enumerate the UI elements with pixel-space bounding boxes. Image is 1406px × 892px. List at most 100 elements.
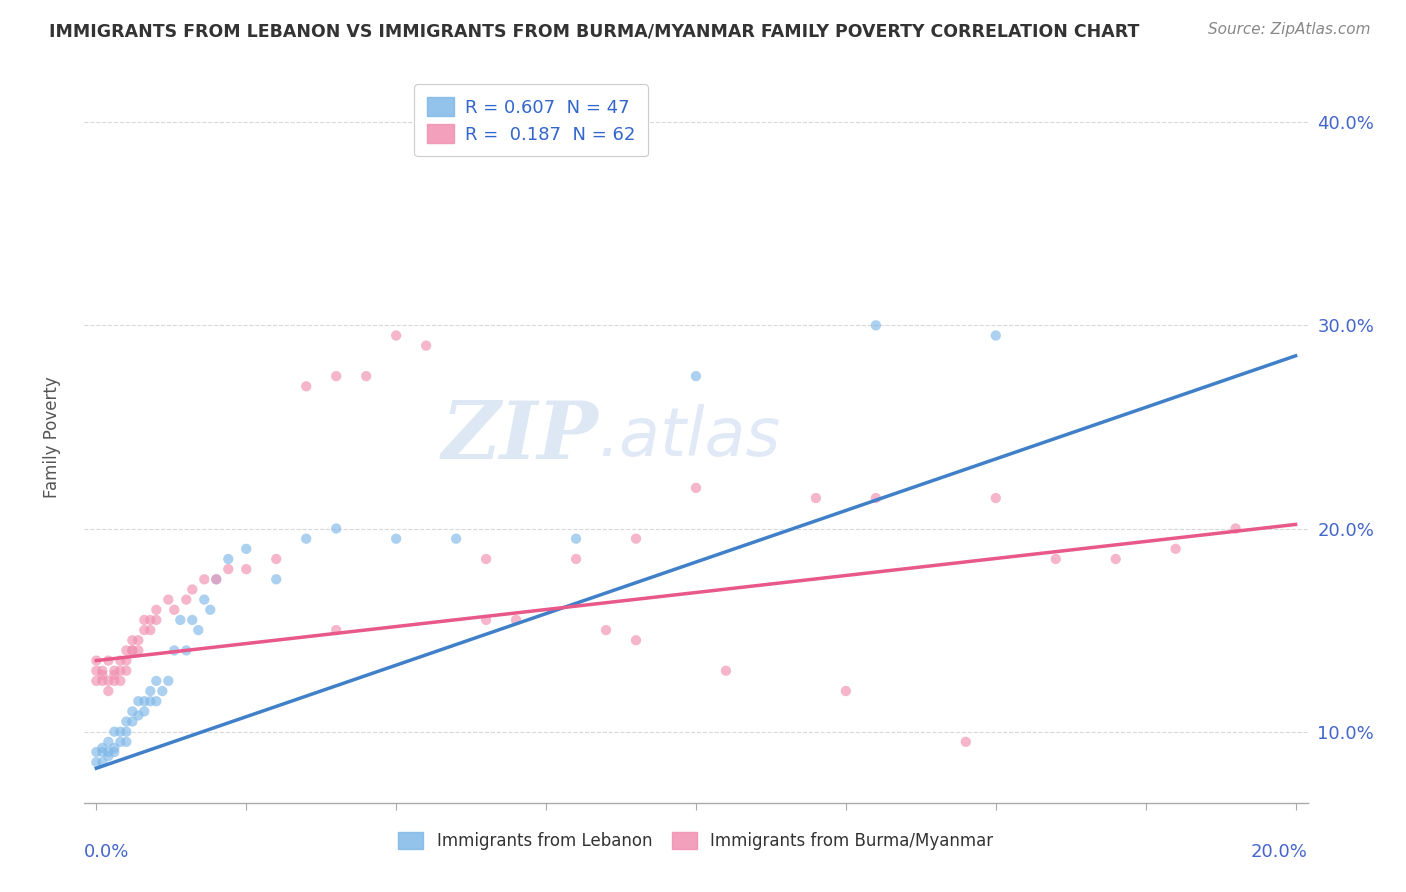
Point <box>984 328 1007 343</box>
Point <box>91 755 114 769</box>
Point <box>217 562 239 576</box>
Point <box>565 552 588 566</box>
Point <box>205 572 228 586</box>
Point <box>685 369 707 384</box>
Point <box>145 673 167 688</box>
Text: .atlas: .atlas <box>598 404 780 470</box>
Point <box>86 673 108 688</box>
Point <box>91 664 114 678</box>
Point <box>624 633 647 648</box>
Point <box>1225 521 1247 535</box>
Point <box>685 481 707 495</box>
Point <box>193 592 215 607</box>
Point <box>150 684 173 698</box>
Point <box>181 613 204 627</box>
Point <box>103 724 125 739</box>
Point <box>103 673 125 688</box>
Point <box>134 623 156 637</box>
Point <box>1164 541 1187 556</box>
Point <box>127 633 149 648</box>
Point <box>217 552 239 566</box>
Text: 20.0%: 20.0% <box>1251 843 1308 861</box>
Point <box>91 667 114 682</box>
Point <box>595 623 617 637</box>
Point <box>127 643 149 657</box>
Point <box>121 714 143 729</box>
Point <box>145 603 167 617</box>
Point <box>91 745 114 759</box>
Point <box>235 562 257 576</box>
Point <box>115 724 138 739</box>
Point <box>139 694 162 708</box>
Point <box>115 664 138 678</box>
Point <box>115 735 138 749</box>
Point <box>110 654 132 668</box>
Point <box>163 643 186 657</box>
Point <box>181 582 204 597</box>
Point <box>325 369 347 384</box>
Point <box>121 643 143 657</box>
Point <box>475 552 498 566</box>
Point <box>385 532 408 546</box>
Point <box>86 755 108 769</box>
Point <box>86 664 108 678</box>
Point <box>91 673 114 688</box>
Point <box>804 491 827 505</box>
Point <box>475 613 498 627</box>
Text: 0.0%: 0.0% <box>84 843 129 861</box>
Point <box>110 735 132 749</box>
Text: ZIP: ZIP <box>441 399 598 475</box>
Point <box>139 613 162 627</box>
Point <box>103 667 125 682</box>
Point <box>103 740 125 755</box>
Point <box>187 623 209 637</box>
Point <box>115 654 138 668</box>
Point <box>1045 552 1067 566</box>
Point <box>134 705 156 719</box>
Point <box>86 745 108 759</box>
Point <box>121 643 143 657</box>
Y-axis label: Family Poverty: Family Poverty <box>44 376 62 498</box>
Point <box>163 603 186 617</box>
Point <box>1105 552 1128 566</box>
Point <box>139 623 162 637</box>
Point <box>174 592 197 607</box>
Point <box>86 654 108 668</box>
Point <box>865 491 887 505</box>
Point <box>97 654 120 668</box>
Point <box>103 664 125 678</box>
Point <box>505 613 527 627</box>
Point <box>955 735 977 749</box>
Point <box>444 532 467 546</box>
Point <box>97 673 120 688</box>
Point <box>91 740 114 755</box>
Point <box>97 735 120 749</box>
Point <box>115 643 138 657</box>
Point <box>121 633 143 648</box>
Point <box>145 613 167 627</box>
Point <box>127 708 149 723</box>
Point <box>235 541 257 556</box>
Point <box>121 705 143 719</box>
Legend: Immigrants from Lebanon, Immigrants from Burma/Myanmar: Immigrants from Lebanon, Immigrants from… <box>392 825 1000 856</box>
Point <box>145 694 167 708</box>
Point <box>565 532 588 546</box>
Point <box>354 369 377 384</box>
Point <box>264 572 287 586</box>
Point <box>415 339 437 353</box>
Point <box>97 749 120 764</box>
Point <box>115 714 138 729</box>
Text: Source: ZipAtlas.com: Source: ZipAtlas.com <box>1208 22 1371 37</box>
Point <box>193 572 215 586</box>
Point <box>385 328 408 343</box>
Point <box>157 673 180 688</box>
Point <box>97 745 120 759</box>
Point <box>110 664 132 678</box>
Point <box>714 664 737 678</box>
Point <box>835 684 858 698</box>
Point <box>325 521 347 535</box>
Point <box>200 603 222 617</box>
Point <box>103 745 125 759</box>
Point <box>984 491 1007 505</box>
Point <box>295 379 318 393</box>
